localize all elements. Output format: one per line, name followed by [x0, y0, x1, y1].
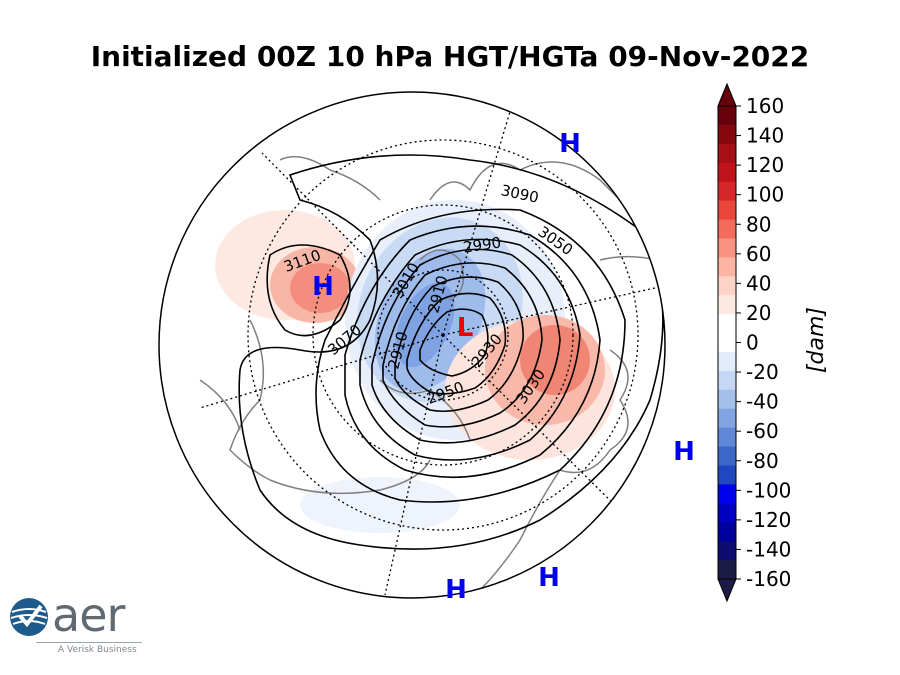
aer-globe-icon — [10, 598, 48, 636]
logo-divider — [36, 642, 142, 643]
colorbar-segment — [718, 181, 736, 202]
colorbar-segment — [718, 106, 736, 126]
colorbar-max-extend — [717, 82, 737, 107]
colorbar-segment — [718, 427, 736, 448]
aer-logo: aer A Verisk Business — [8, 588, 143, 658]
colorbar-tick-label: 140 — [746, 124, 784, 148]
colorbar-ticks: 160 140 120 100 80 60 40 20 0 -20 -40 -60 -80 -100 -12… — [736, 94, 791, 591]
colorbar-segment — [718, 541, 736, 561]
high-center-label: H — [559, 129, 581, 159]
colorbar-segment — [718, 257, 736, 277]
colorbar-unit-label: [dam] — [804, 307, 829, 373]
colorbar-min-extend — [717, 578, 737, 603]
colorbar-tick-label: 100 — [746, 183, 784, 207]
colorbar-segment — [718, 219, 736, 239]
colorbar-segment — [718, 333, 736, 353]
colorbar-tick-label: 120 — [746, 153, 784, 177]
colorbar-tick-label: -120 — [746, 508, 791, 532]
colorbar-segment — [718, 370, 736, 391]
colorbar-segment — [718, 408, 736, 429]
colorbar-segment — [718, 162, 736, 183]
colorbar-segment — [718, 276, 736, 296]
contour-label: 2990 — [462, 233, 502, 256]
colorbar-segment — [718, 560, 736, 580]
colorbar-segment — [718, 200, 736, 221]
colorbar-tick-label: -60 — [746, 419, 779, 443]
colorbar-segment — [718, 124, 736, 145]
colorbar-segment — [718, 143, 736, 164]
aer-wordmark: aer — [52, 588, 125, 642]
colorbar-segment — [718, 314, 736, 334]
colorbar-tick-label: -40 — [746, 390, 779, 414]
colorbar-tick-label: 0 — [746, 331, 759, 355]
colorbar-tick-label: 80 — [746, 212, 771, 236]
colorbar-tick-label: -160 — [746, 567, 791, 591]
graticule — [199, 92, 665, 596]
colorbar-tick-label: 60 — [746, 242, 771, 266]
colorbar-segments — [717, 82, 737, 603]
high-center-label: H — [445, 575, 467, 605]
colorbar-segment — [718, 295, 736, 315]
colorbar-segment — [718, 522, 736, 542]
colorbar-tick-label: -140 — [746, 537, 791, 561]
colorbar-segment — [718, 351, 736, 372]
colorbar-tick-label: 160 — [746, 94, 784, 118]
anomaly-shading — [215, 200, 615, 533]
colorbar-tick-label: -100 — [746, 478, 791, 502]
colorbar-tick-label: -80 — [746, 449, 779, 473]
pressure-centers: H H H H H L — [312, 129, 695, 605]
logo-subtitle: A Verisk Business — [58, 645, 137, 655]
high-center-label: H — [538, 563, 560, 593]
chart-title: Initialized 00Z 10 hPa HGT/HGTa 09-Nov-2… — [90, 40, 810, 73]
colorbar-tick-label: 40 — [746, 271, 771, 295]
colorbar-segment — [718, 484, 736, 504]
high-center-label: H — [312, 272, 334, 302]
colorbar-segment — [718, 446, 736, 466]
colorbar-segment — [718, 389, 736, 410]
height-contours — [238, 154, 664, 550]
map-boundary — [158, 91, 666, 599]
colorbar-tick-label: -20 — [746, 360, 779, 384]
colorbar-tick-label: 20 — [746, 301, 771, 325]
low-center-label: L — [457, 313, 474, 343]
high-center-label: H — [673, 437, 695, 467]
colorbar-segment — [718, 238, 736, 258]
colorbar-segment — [718, 503, 736, 523]
colorbar-segment — [718, 465, 736, 485]
